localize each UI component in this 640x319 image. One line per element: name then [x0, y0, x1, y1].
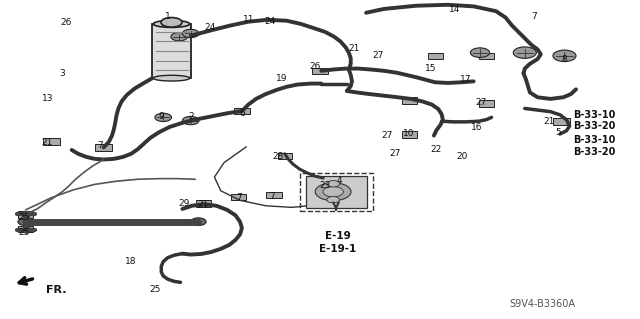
Text: 26: 26	[60, 19, 72, 27]
Text: 25: 25	[149, 285, 161, 294]
Text: 24: 24	[204, 23, 216, 32]
Circle shape	[171, 33, 188, 41]
Text: 17: 17	[460, 75, 472, 84]
Text: 25: 25	[18, 213, 29, 222]
Circle shape	[470, 48, 490, 57]
Text: 20: 20	[456, 152, 468, 161]
Bar	[402, 131, 417, 138]
Text: S9V4-B3360A: S9V4-B3360A	[509, 299, 575, 309]
Text: 18: 18	[125, 257, 137, 266]
Bar	[234, 108, 250, 114]
Bar	[479, 53, 494, 59]
Ellipse shape	[161, 18, 182, 27]
Text: 8: 8	[562, 55, 567, 63]
Circle shape	[155, 113, 172, 122]
Text: B-33-10: B-33-10	[573, 135, 615, 145]
Circle shape	[18, 218, 33, 226]
Text: B-33-20: B-33-20	[573, 121, 615, 131]
Text: FR.: FR.	[46, 285, 67, 295]
Text: 7: 7	[532, 12, 537, 21]
Text: 11: 11	[243, 15, 254, 24]
Ellipse shape	[154, 75, 190, 81]
Bar	[428, 53, 443, 59]
Text: 27: 27	[390, 149, 401, 158]
Text: 22: 22	[431, 145, 442, 154]
Bar	[312, 68, 328, 74]
Text: 26: 26	[309, 63, 321, 71]
Text: E-19
E-19-1: E-19 E-19-1	[319, 231, 356, 254]
Text: 3: 3	[60, 69, 65, 78]
Text: 23: 23	[319, 181, 331, 189]
Circle shape	[182, 29, 199, 38]
Circle shape	[553, 50, 576, 62]
Circle shape	[327, 197, 340, 203]
Text: 10: 10	[403, 129, 414, 138]
Bar	[231, 194, 246, 200]
Text: 27: 27	[476, 98, 487, 107]
Circle shape	[323, 187, 344, 197]
Text: 4: 4	[337, 176, 342, 185]
Text: 21: 21	[42, 138, 53, 147]
Text: 7: 7	[269, 192, 275, 201]
Text: 7: 7	[236, 193, 241, 202]
Text: 27: 27	[372, 51, 383, 60]
Bar	[18, 211, 33, 218]
Text: 2: 2	[188, 112, 193, 121]
Text: 28: 28	[273, 152, 284, 161]
Bar	[402, 97, 417, 104]
Circle shape	[513, 47, 536, 58]
Bar	[196, 200, 211, 207]
Text: 21: 21	[543, 117, 555, 126]
Text: 25: 25	[18, 228, 29, 237]
Text: 24: 24	[264, 17, 276, 26]
Text: 6: 6	[239, 109, 244, 118]
Bar	[152, 24, 191, 78]
Circle shape	[316, 183, 351, 201]
Circle shape	[191, 218, 206, 226]
Bar	[300, 173, 373, 211]
Text: 29: 29	[179, 199, 190, 208]
Text: B-33-20: B-33-20	[573, 146, 615, 157]
Ellipse shape	[154, 20, 190, 27]
Text: 9: 9	[159, 112, 164, 121]
Bar	[95, 144, 112, 151]
Text: 21: 21	[198, 200, 209, 209]
Text: 14: 14	[449, 5, 460, 14]
Text: B-33-10: B-33-10	[573, 110, 615, 120]
Text: 16: 16	[471, 123, 483, 132]
Bar	[43, 138, 60, 145]
Text: 13: 13	[42, 94, 53, 103]
Bar	[266, 192, 282, 198]
Text: 15: 15	[425, 64, 436, 73]
Text: 27: 27	[381, 131, 393, 140]
Circle shape	[327, 181, 340, 187]
Bar	[306, 176, 367, 208]
Bar	[278, 153, 292, 159]
Text: 19: 19	[276, 74, 287, 83]
Bar	[479, 100, 494, 107]
Text: 21: 21	[348, 44, 360, 53]
Circle shape	[182, 116, 199, 125]
Bar	[554, 118, 570, 125]
Text: 1: 1	[165, 12, 170, 21]
Text: 7: 7	[98, 141, 103, 150]
Bar	[18, 226, 33, 232]
Text: 5: 5	[556, 128, 561, 137]
